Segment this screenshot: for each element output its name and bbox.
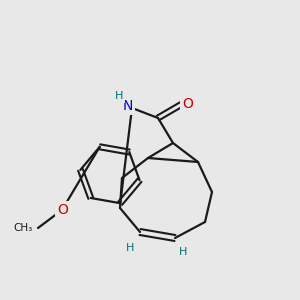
Text: O: O <box>183 97 194 111</box>
Text: O: O <box>58 203 68 217</box>
Text: CH₃: CH₃ <box>14 223 33 233</box>
Text: H: H <box>179 247 187 257</box>
Text: N: N <box>123 99 133 113</box>
Text: H: H <box>115 91 123 101</box>
Text: H: H <box>126 243 134 253</box>
